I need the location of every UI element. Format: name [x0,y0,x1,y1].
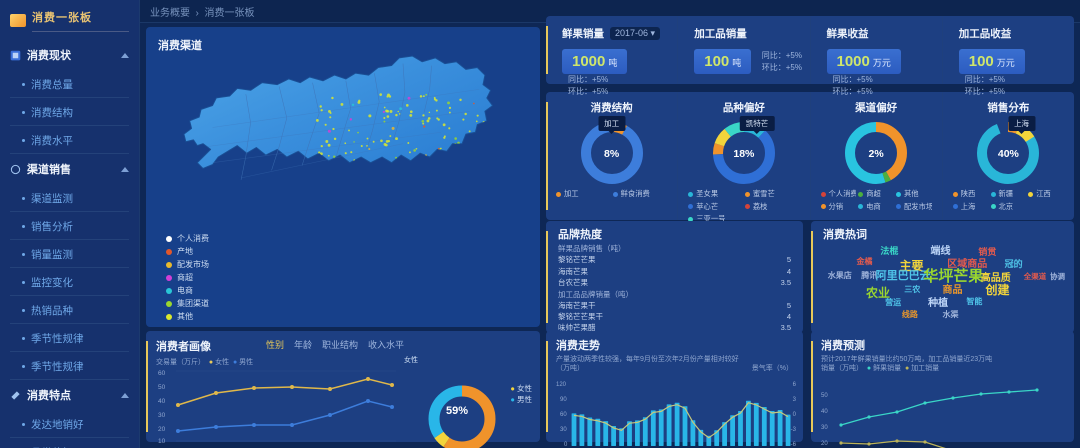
svg-text:0: 0 [793,412,796,418]
svg-text:30: 30 [821,425,828,431]
svg-text:120: 120 [556,382,567,388]
svg-text:6: 6 [793,382,796,388]
svg-text:20: 20 [821,441,828,447]
svg-text:30: 30 [158,412,166,419]
svg-text:3: 3 [793,397,796,403]
svg-text:50: 50 [158,384,166,391]
svg-text:40: 40 [821,409,828,415]
svg-text:50: 50 [821,393,828,399]
svg-text:30: 30 [560,427,567,433]
svg-text:60: 60 [560,412,567,418]
svg-text:-3: -3 [791,427,796,433]
svg-text:20: 20 [158,426,166,433]
svg-text:90: 90 [560,397,567,403]
svg-text:-6: -6 [791,442,796,448]
svg-text:40: 40 [158,398,166,405]
svg-text:0: 0 [564,442,568,448]
svg-text:10: 10 [158,438,166,445]
svg-text:60: 60 [158,370,166,377]
